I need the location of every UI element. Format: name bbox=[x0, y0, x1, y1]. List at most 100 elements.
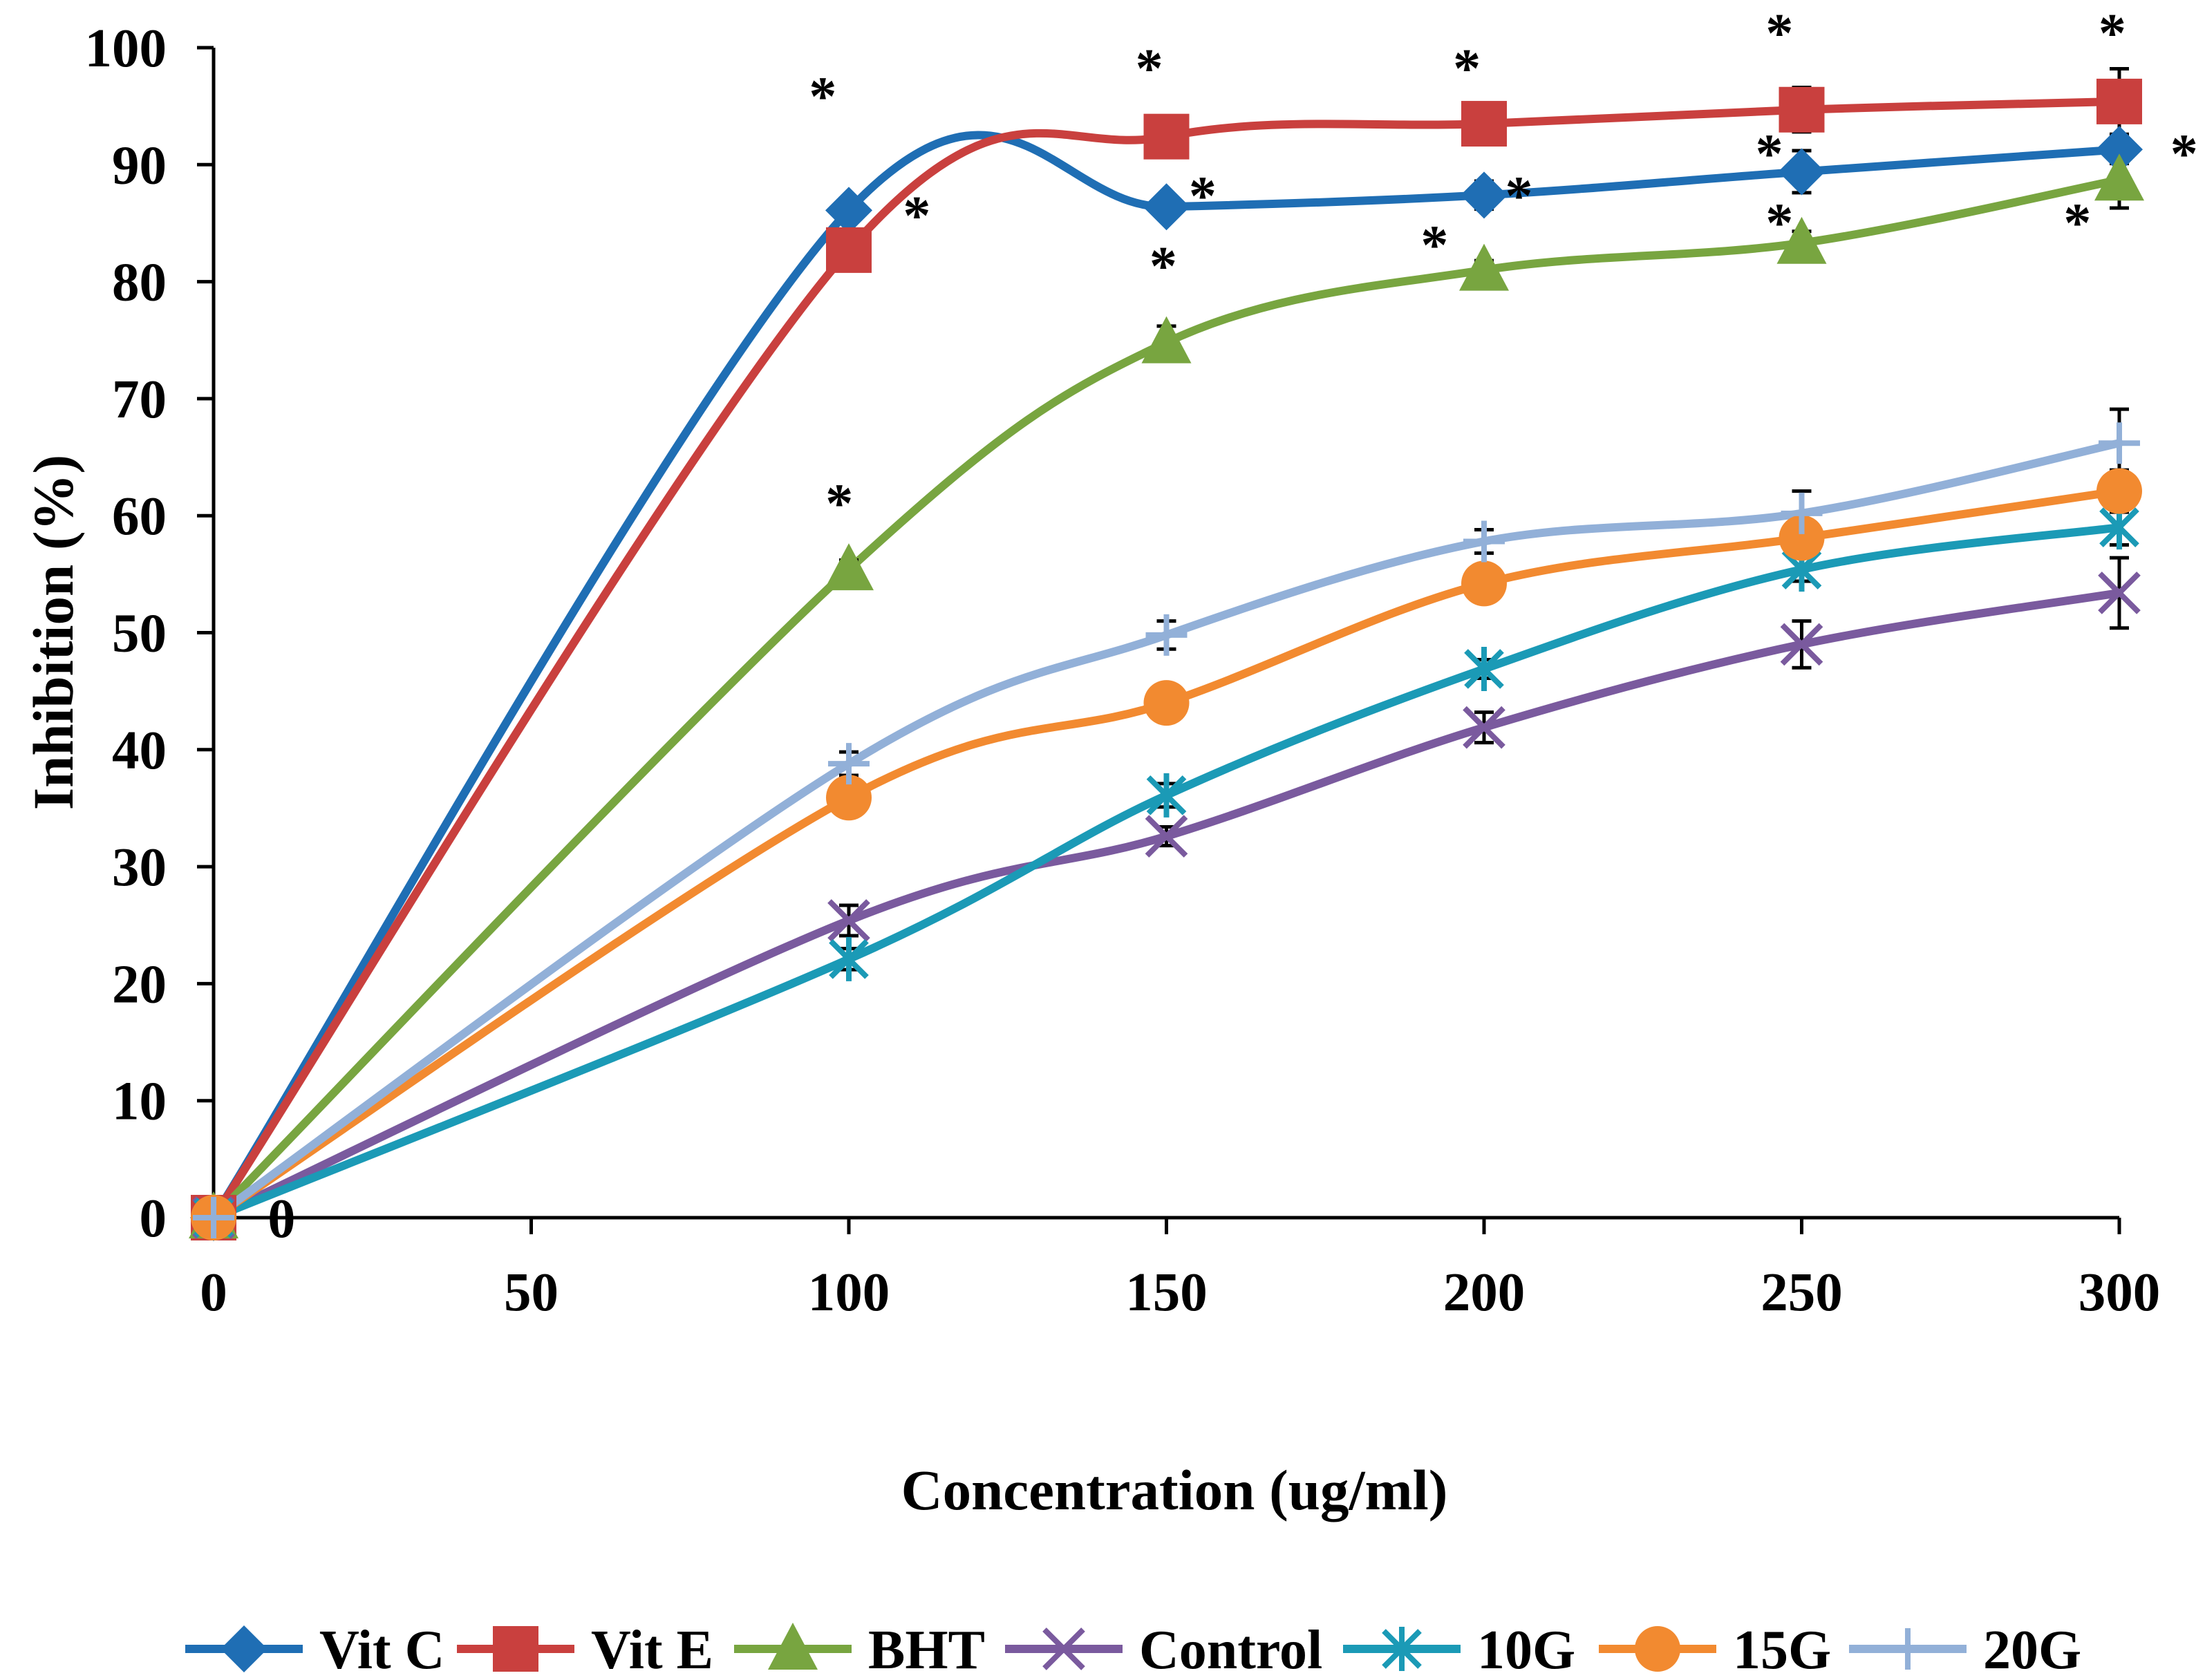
legend-item-vit-e: Vit E bbox=[457, 1620, 713, 1680]
x-axis-title: Concentration (ug/ml) bbox=[901, 1458, 1448, 1522]
legend-label: Control bbox=[1139, 1620, 1322, 1680]
series-20g-marker bbox=[2099, 422, 2140, 464]
y-tick-label: 0 bbox=[140, 1189, 167, 1249]
legend-item-10g: 10G bbox=[1343, 1620, 1575, 1680]
x-tick-label: 200 bbox=[1443, 1263, 1526, 1323]
y-tick-label: 20 bbox=[112, 954, 167, 1014]
significance-asterisk: * bbox=[2063, 193, 2091, 254]
series-vit-c-marker bbox=[2096, 126, 2143, 173]
series-15g-marker bbox=[2096, 468, 2142, 514]
axes: 0 10 20 30 40 50 60 70 80 90 100 0 50 100 150 200 250 300 bbox=[85, 19, 2161, 1323]
legend-item-vit-c: Vit C bbox=[185, 1620, 444, 1680]
legend-swatch-marker bbox=[1635, 1626, 1680, 1672]
series-15g-marker bbox=[1143, 680, 1190, 726]
series-vit-c-marker bbox=[1461, 171, 1508, 219]
legend-label: Vit E bbox=[591, 1620, 713, 1680]
x-tick-label: 250 bbox=[1761, 1263, 1843, 1323]
data-label: 0 bbox=[268, 1189, 295, 1249]
y-tick-label: 100 bbox=[85, 19, 167, 79]
significance-asterisk: * bbox=[1136, 39, 1163, 100]
series-control-marker bbox=[827, 899, 870, 942]
series-vit-c-marker bbox=[825, 187, 872, 234]
significance-asterisk: * bbox=[1765, 193, 1793, 254]
annotations: ***************0 bbox=[268, 3, 2197, 1249]
significance-asterisk: * bbox=[2099, 3, 2126, 64]
x-tick-label: 100 bbox=[808, 1263, 890, 1323]
legend-label: 10G bbox=[1477, 1620, 1575, 1680]
series-vit-e-marker bbox=[1461, 101, 1507, 147]
legend-swatch-marker bbox=[1382, 1627, 1422, 1671]
y-axis-title: Inhibition (%) bbox=[21, 455, 85, 810]
series-vit-e-marker bbox=[1779, 86, 1825, 133]
series-bht-marker bbox=[2094, 153, 2144, 201]
significance-asterisk: * bbox=[809, 67, 836, 128]
y-tick-label: 60 bbox=[112, 487, 167, 547]
x-tick-label: 300 bbox=[2079, 1263, 2161, 1323]
legend: Vit C Vit E BHT Control 10G 15G 20G bbox=[185, 1620, 2081, 1680]
legend-item-control: Control bbox=[1005, 1620, 1322, 1680]
legend-label: 15G bbox=[1733, 1620, 1831, 1680]
series-bht-marker bbox=[1776, 216, 1827, 264]
series-10g-line bbox=[209, 523, 2123, 1222]
y-tick-label: 30 bbox=[112, 838, 167, 898]
legend-item-bht: BHT bbox=[734, 1620, 985, 1680]
y-tick-label: 10 bbox=[112, 1072, 167, 1132]
series-10g-marker bbox=[1464, 646, 1504, 691]
series-15g-marker bbox=[1779, 515, 1825, 561]
series-20g-marker bbox=[1463, 520, 1505, 563]
series-20g-marker bbox=[828, 743, 870, 785]
series-control-marker bbox=[2098, 572, 2141, 614]
series-vit-e-marker bbox=[826, 227, 872, 273]
y-tick-label: 70 bbox=[112, 370, 167, 430]
legend-swatch-marker bbox=[220, 1625, 268, 1672]
y-tick-label: 50 bbox=[112, 604, 167, 664]
legend-label: BHT bbox=[868, 1620, 985, 1680]
series-15g-marker bbox=[1461, 560, 1507, 607]
y-tick-label: 40 bbox=[112, 721, 167, 781]
series-20g-marker bbox=[193, 1197, 234, 1238]
legend-swatch-marker bbox=[1042, 1627, 1085, 1670]
significance-asterisk: * bbox=[903, 186, 930, 247]
legend-label: 20G bbox=[1983, 1620, 2081, 1680]
series-vit-c-marker bbox=[1143, 183, 1190, 231]
x-tick-label: 50 bbox=[504, 1263, 559, 1323]
series-10g-marker bbox=[829, 936, 869, 981]
y-tick-label: 90 bbox=[112, 135, 167, 196]
significance-asterisk: * bbox=[825, 474, 853, 535]
series-control-marker bbox=[1780, 623, 1823, 666]
series-bht-marker bbox=[1459, 243, 1509, 291]
legend-item-15g: 15G bbox=[1599, 1620, 1831, 1680]
x-tick-label: 150 bbox=[1125, 1263, 1208, 1323]
series-vit-c-marker bbox=[1778, 148, 1826, 196]
series-control-marker bbox=[1463, 706, 1505, 749]
significance-asterisk: * bbox=[1150, 236, 1177, 297]
significance-asterisk: * bbox=[2170, 124, 2198, 185]
x-tick-label: 0 bbox=[200, 1263, 227, 1323]
series-15g-marker bbox=[826, 775, 872, 821]
series-20g-marker bbox=[1145, 614, 1188, 656]
significance-asterisk: * bbox=[1189, 166, 1217, 227]
series-vit-e-marker bbox=[2096, 78, 2142, 124]
legend-swatch-marker bbox=[768, 1623, 818, 1670]
series-control-line bbox=[209, 588, 2123, 1222]
significance-asterisk: * bbox=[1765, 3, 1793, 64]
legend-label: Vit C bbox=[319, 1620, 444, 1680]
series-control-marker bbox=[1145, 815, 1188, 858]
series-vit-e-marker bbox=[1143, 113, 1190, 160]
series-20g-marker bbox=[1781, 492, 1823, 534]
significance-asterisk: * bbox=[1453, 39, 1481, 100]
significance-asterisk: * bbox=[1505, 166, 1533, 227]
series-bht-marker bbox=[1141, 316, 1192, 364]
significance-asterisk: * bbox=[1420, 216, 1448, 276]
significance-asterisk: * bbox=[1756, 124, 1783, 185]
series-markers bbox=[189, 78, 2144, 1241]
series-bht-marker bbox=[824, 543, 874, 591]
legend-swatch-marker bbox=[1887, 1628, 1929, 1670]
series-10g-marker bbox=[1146, 773, 1187, 818]
legend-item-20g: 20G bbox=[1849, 1620, 2081, 1680]
legend-swatch-marker bbox=[493, 1626, 538, 1672]
plot-area bbox=[189, 66, 2144, 1241]
y-tick-label: 80 bbox=[112, 253, 167, 313]
